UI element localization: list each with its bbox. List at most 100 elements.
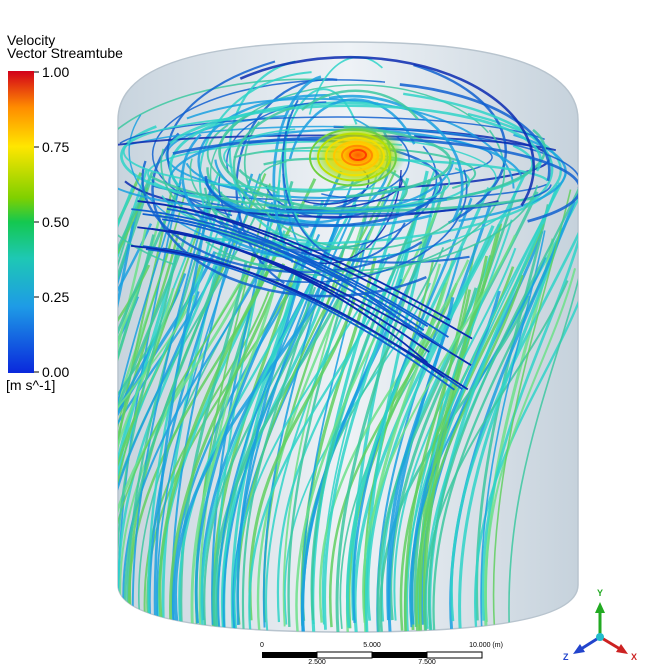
streamtube-slow	[145, 248, 455, 391]
streamtube	[178, 276, 303, 629]
vortex-ring	[325, 136, 385, 177]
streamtube-swirl	[288, 98, 416, 160]
streamtube-swirl	[226, 101, 327, 174]
triad-y-label: Y	[597, 588, 604, 598]
streamtube	[410, 290, 501, 625]
streamtube-swirl	[218, 110, 336, 211]
legend-tick-marks	[34, 71, 39, 373]
streamtube	[458, 228, 564, 632]
streamtubes	[118, 55, 578, 632]
streamtube	[386, 296, 455, 621]
streamtube-swirl	[118, 164, 448, 213]
streamtube-swirl	[232, 105, 295, 212]
streamtube	[118, 288, 175, 631]
vortex-ring	[341, 144, 373, 167]
streamtube	[323, 240, 412, 630]
streamtube-swirl	[118, 78, 328, 265]
scale-bar	[262, 651, 483, 659]
streamtube	[248, 297, 357, 621]
streamtube-swirl	[328, 94, 464, 223]
vortex-ring	[309, 128, 397, 187]
streamtube-swirl	[272, 75, 322, 264]
streamtube	[118, 187, 180, 627]
streamtube-swirl	[286, 175, 403, 211]
streamtube	[194, 170, 343, 624]
streamtube-swirl	[206, 124, 264, 198]
streamtube	[310, 179, 431, 621]
streamtube	[362, 234, 516, 623]
scale-bar-label: 2.500	[308, 659, 326, 666]
streamtube	[232, 186, 394, 632]
streamtube	[366, 173, 527, 621]
streamtube-swirl	[214, 185, 539, 273]
streamtube-swirl	[239, 55, 536, 207]
streamtube	[236, 240, 310, 626]
streamtube-swirl	[122, 117, 399, 191]
streamtube-swirl	[205, 129, 506, 277]
streamtube	[169, 263, 286, 632]
streamtube	[484, 268, 577, 622]
streamtube	[248, 275, 393, 632]
streamtube	[415, 274, 524, 632]
vortex-ring	[349, 149, 367, 161]
streamtube-swirl	[413, 63, 507, 224]
streamtube-swirl	[169, 104, 542, 172]
legend-title-line1: Velocity	[7, 32, 56, 48]
vortex-ring	[333, 140, 379, 172]
streamtube-swirl	[383, 137, 497, 191]
streamtube	[295, 205, 441, 632]
legend-tick-label: 0.75	[42, 139, 70, 155]
streamtube	[118, 233, 188, 629]
streamtube	[118, 216, 133, 625]
streamtube	[508, 257, 578, 632]
streamtube-swirl	[321, 136, 410, 198]
streamtube	[241, 284, 314, 632]
streamtube	[118, 186, 149, 621]
streamtube	[118, 294, 195, 625]
legend-tick-label: 1.00	[42, 64, 70, 80]
triad-x-label: X	[631, 652, 638, 662]
streamtube-swirl	[233, 146, 477, 190]
streamtube	[123, 246, 228, 632]
streamtube-slow	[137, 200, 451, 321]
streamtube	[301, 247, 445, 621]
streamtube	[122, 244, 273, 627]
streamtube	[492, 189, 572, 626]
scale-bar-label: 5.000	[363, 642, 381, 649]
scale-bar-label: 10.000 (m)	[469, 642, 503, 649]
streamtube	[118, 171, 154, 624]
streamtube-swirl	[243, 121, 463, 251]
streamtube	[118, 247, 179, 623]
scale-bar-label: 7.500	[418, 659, 436, 666]
streamtube-swirl	[172, 136, 578, 223]
streamtube	[222, 203, 358, 632]
streamtube	[173, 263, 340, 626]
legend-units: [m s^-1]	[6, 377, 56, 393]
streamtube-swirl	[301, 89, 419, 120]
legend-tick-label: 0.50	[42, 214, 70, 230]
streamtube-slow	[168, 229, 430, 353]
streamtube	[190, 284, 277, 632]
streamtube-swirl	[261, 169, 468, 283]
streamtube-slow	[151, 227, 429, 364]
axis-triad	[573, 602, 628, 654]
streamtube	[450, 203, 578, 622]
streamtube	[118, 231, 228, 622]
streamtube	[406, 219, 513, 632]
streamtube	[118, 277, 143, 622]
streamtube	[329, 282, 458, 628]
streamtube-swirl	[204, 176, 434, 228]
streamtube-swirl	[128, 114, 452, 261]
legend-title-line2: Vector Streamtube	[7, 45, 123, 61]
streamtube-swirl	[151, 132, 427, 298]
legend-tick-label: 0.00	[42, 364, 70, 380]
streamtube	[118, 227, 147, 628]
vortex-ring	[317, 132, 391, 182]
streamtube	[118, 264, 151, 626]
triad-z-label: Z	[563, 652, 569, 662]
legend-tick-label: 0.25	[42, 289, 70, 305]
streamtube-swirl	[343, 125, 452, 198]
streamtube	[418, 255, 488, 632]
streamtube	[158, 178, 317, 623]
